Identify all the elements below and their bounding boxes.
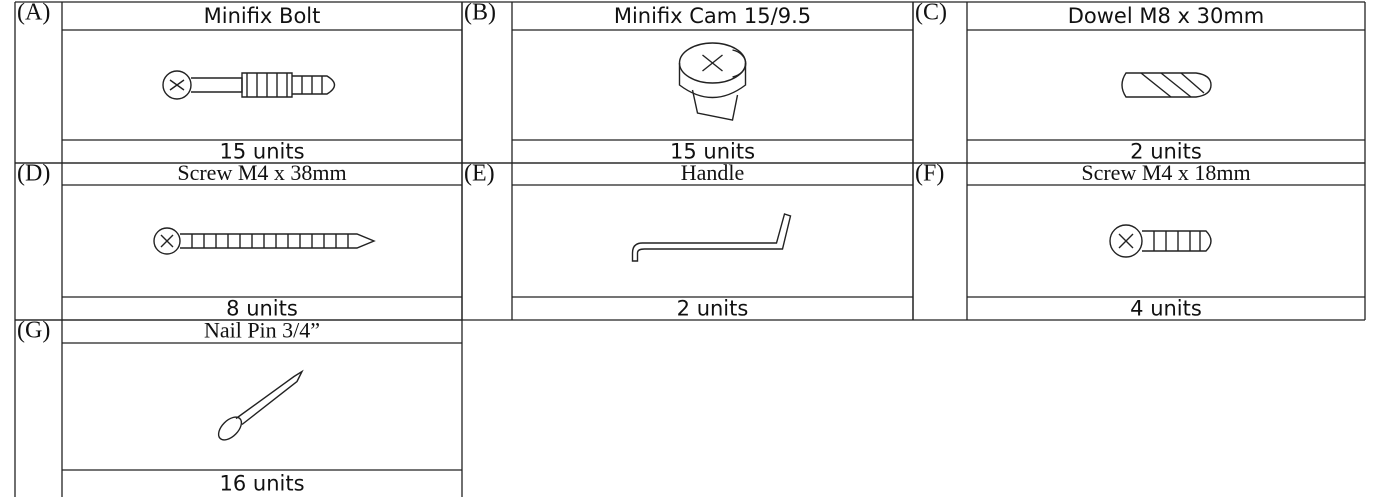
part-letter: (F) xyxy=(915,161,944,187)
part-name: Handle xyxy=(681,160,745,185)
part-icon xyxy=(1109,224,1212,258)
part-count: 16 units xyxy=(219,472,304,496)
part-letter: (E) xyxy=(464,161,495,187)
part-name: Minifix Cam 15/9.5 xyxy=(614,4,811,28)
part-icon xyxy=(631,213,792,262)
part-letter: (A) xyxy=(17,0,50,26)
part-icon xyxy=(1121,72,1212,98)
part-count: 2 units xyxy=(677,297,749,321)
part-letter: (D) xyxy=(17,161,50,187)
part-letter: (C) xyxy=(915,0,947,26)
part-count: 4 units xyxy=(1130,297,1202,321)
part-icon xyxy=(153,227,376,255)
part-count: 15 units xyxy=(219,140,304,164)
part-letter: (G) xyxy=(17,318,50,344)
part-name: Screw M4 x 18mm xyxy=(1081,160,1250,185)
part-icon xyxy=(678,42,747,121)
part-count: 15 units xyxy=(670,140,755,164)
part-name: Minifix Bolt xyxy=(204,4,321,28)
part-name: Screw M4 x 38mm xyxy=(177,160,346,185)
part-count: 2 units xyxy=(1130,140,1202,164)
part-icon xyxy=(217,369,304,441)
part-icon xyxy=(162,70,336,100)
part-letter: (B) xyxy=(464,0,496,26)
part-name: Nail Pin 3/4” xyxy=(204,318,320,343)
part-name: Dowel M8 x 30mm xyxy=(1068,4,1265,28)
part-count: 8 units xyxy=(226,297,298,321)
